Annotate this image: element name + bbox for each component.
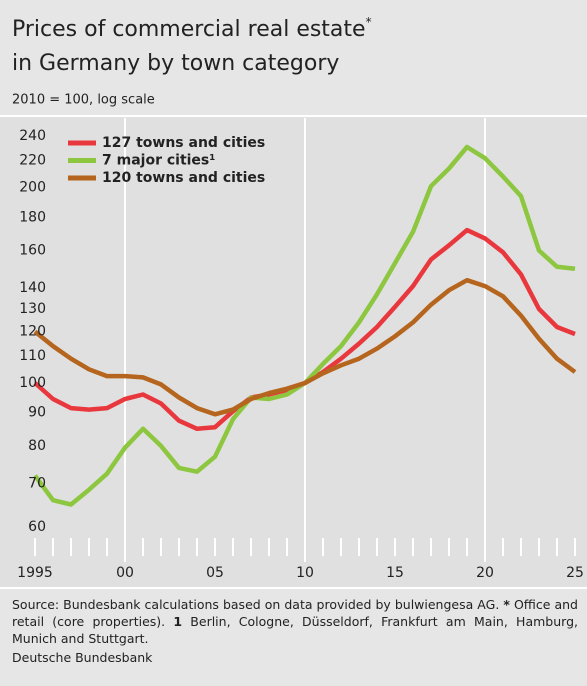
x-tick-label: 25 — [566, 565, 584, 581]
note: Office and retail (core properties). — [12, 597, 578, 629]
y-tick-label: 160 — [19, 243, 46, 259]
note-mark: * — [503, 597, 510, 612]
y-tick-label: 140 — [19, 280, 46, 296]
footnote: Source: Bundesbank calculations based on… — [12, 596, 578, 647]
y-tick-label: 100 — [19, 375, 46, 391]
subtitle: 2010 = 100, log scale — [12, 93, 155, 108]
y-tick-label: 220 — [19, 153, 46, 169]
plot-background — [0, 116, 587, 588]
chart-title: Prices of commercial real estate* — [12, 15, 372, 43]
legend-label: 127 towns and cities — [102, 135, 265, 151]
chart-title: in Germany by town category — [12, 51, 339, 76]
chart: Prices of commercial real estate* in Ger… — [0, 15, 587, 589]
x-tick-label: 15 — [386, 565, 404, 581]
x-tick-label: 20 — [476, 565, 494, 581]
y-tick-label: 120 — [19, 324, 46, 340]
x-tick-label: 10 — [296, 565, 314, 581]
y-tick-label: 240 — [19, 128, 46, 144]
note-mark: 1 — [173, 614, 183, 629]
publisher: Deutsche Bundesbank — [12, 650, 153, 665]
note: Berlin, Cologne, Düsseldorf, Frankfurt a… — [12, 614, 578, 646]
x-tick-label: 00 — [116, 565, 134, 581]
y-tick-label: 130 — [19, 301, 46, 317]
legend-label: 7 major cities¹ — [102, 153, 215, 169]
series-line — [33, 277, 577, 417]
legend-label: 120 towns and cities — [102, 170, 265, 186]
y-tick-label: 90 — [28, 405, 46, 421]
y-tick-label: 200 — [19, 180, 46, 196]
y-tick-label: 180 — [19, 209, 46, 225]
x-tick-label: 1995 — [17, 565, 53, 581]
y-tick-label: 70 — [28, 476, 46, 492]
y-tick-label: 110 — [19, 348, 46, 364]
source: Source: Bundesbank calculations based on… — [12, 597, 500, 612]
y-tick-label: 80 — [28, 438, 46, 454]
x-tick-label: 05 — [206, 565, 224, 581]
y-tick-label: 60 — [28, 519, 46, 535]
